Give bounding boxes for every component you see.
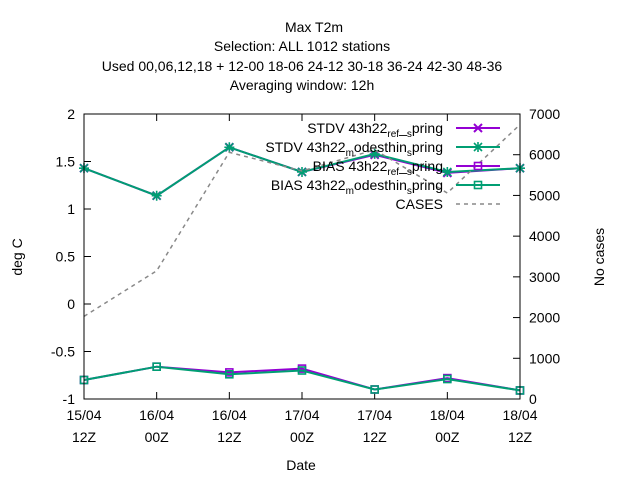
- data-point: [442, 166, 453, 177]
- x-tick-label-hour: 12Z: [363, 429, 388, 445]
- legend-label: STDV 43h22modesthinspring: [265, 139, 443, 159]
- legend-entry: STDV 43h22ref_spring: [307, 120, 500, 140]
- x-axis-label: Date: [286, 457, 316, 473]
- data-point: [369, 148, 380, 159]
- y-axis-label: deg C: [9, 238, 25, 275]
- x-tick-label-hour: 00Z: [290, 429, 315, 445]
- legend-entry: CASES: [396, 196, 500, 212]
- x-tick-label-date: 16/04: [139, 407, 174, 423]
- y-tick-label: -0.5: [51, 344, 75, 360]
- y-tick-label: 2: [67, 106, 75, 122]
- title-line-2: Selection: ALL 1012 stations: [214, 38, 390, 54]
- plot-frame: [83, 113, 521, 400]
- data-point: [473, 142, 483, 152]
- legend-label: BIAS 43h22ref_spring: [313, 158, 443, 178]
- data-point: [473, 180, 483, 190]
- legend-entry: BIAS 43h22ref_spring: [313, 158, 500, 178]
- y-tick-label: -1: [63, 391, 76, 407]
- legend-label: BIAS 43h22modesthinspring: [271, 177, 443, 197]
- y2-axis-label: No cases: [591, 228, 607, 286]
- y-tick-label: 1: [67, 201, 75, 217]
- x-tick-label-date: 16/04: [212, 407, 247, 423]
- y2-tick-label: 3000: [529, 269, 560, 285]
- x-tick-label-hour: 12Z: [217, 429, 242, 445]
- data-point: [297, 366, 307, 375]
- data-point: [224, 142, 235, 153]
- x-tick-label-date: 18/04: [430, 407, 465, 423]
- data-point: [297, 166, 307, 177]
- y-tick-label: 0.5: [56, 249, 76, 265]
- axis-ticks: -1 -0.5 0 0.5 1 1.5 2 0 1000 2000 3000 4000 5000 6000…: [51, 106, 560, 445]
- series-cases: [83, 124, 521, 318]
- data-point: [473, 161, 483, 171]
- legend-entry: STDV 43h22modesthinspring: [265, 139, 500, 159]
- x-tick-label-date: 17/04: [284, 407, 319, 423]
- x-tick-label-hour: 00Z: [145, 429, 170, 445]
- y2-tick-label: 7000: [529, 106, 560, 122]
- chart-title: Max T2m Selection: ALL 1012 stations Use…: [102, 19, 503, 93]
- x-tick-label-hour: 12Z: [72, 429, 97, 445]
- data-point: [443, 374, 452, 384]
- y-tick-label: 1.5: [56, 154, 76, 170]
- x-tick-label-date: 17/04: [357, 407, 392, 423]
- x-tick-label-hour: 12Z: [508, 429, 533, 445]
- x-tick-label-date: 18/04: [502, 407, 537, 423]
- legend-entry: BIAS 43h22modesthinspring: [271, 177, 500, 197]
- y2-tick-label: 1000: [529, 350, 560, 366]
- y2-tick-label: 2000: [529, 310, 560, 326]
- data-point: [151, 190, 162, 201]
- data-point: [473, 123, 483, 133]
- y2-tick-label: 0: [529, 391, 537, 407]
- legend-label: STDV 43h22ref_spring: [307, 120, 443, 140]
- y-tick-label: 0: [67, 296, 75, 312]
- title-line-3: Used 00,06,12,18 + 12-00 18-06 24-12 30-…: [102, 58, 503, 74]
- series-line: [83, 124, 521, 318]
- data-point: [152, 362, 161, 372]
- legend-label: CASES: [396, 196, 443, 212]
- y2-tick-label: 6000: [529, 147, 560, 163]
- title-line-1: Max T2m: [285, 19, 343, 35]
- y2-tick-label: 5000: [529, 187, 560, 203]
- title-line-4: Averaging window: 12h: [230, 77, 375, 93]
- x-tick-label-date: 15/04: [66, 407, 101, 423]
- y2-tick-label: 4000: [529, 228, 560, 244]
- data-point: [370, 385, 379, 394]
- series-line: [83, 365, 521, 392]
- data-point: [225, 369, 234, 379]
- x-tick-label-hour: 00Z: [435, 429, 460, 445]
